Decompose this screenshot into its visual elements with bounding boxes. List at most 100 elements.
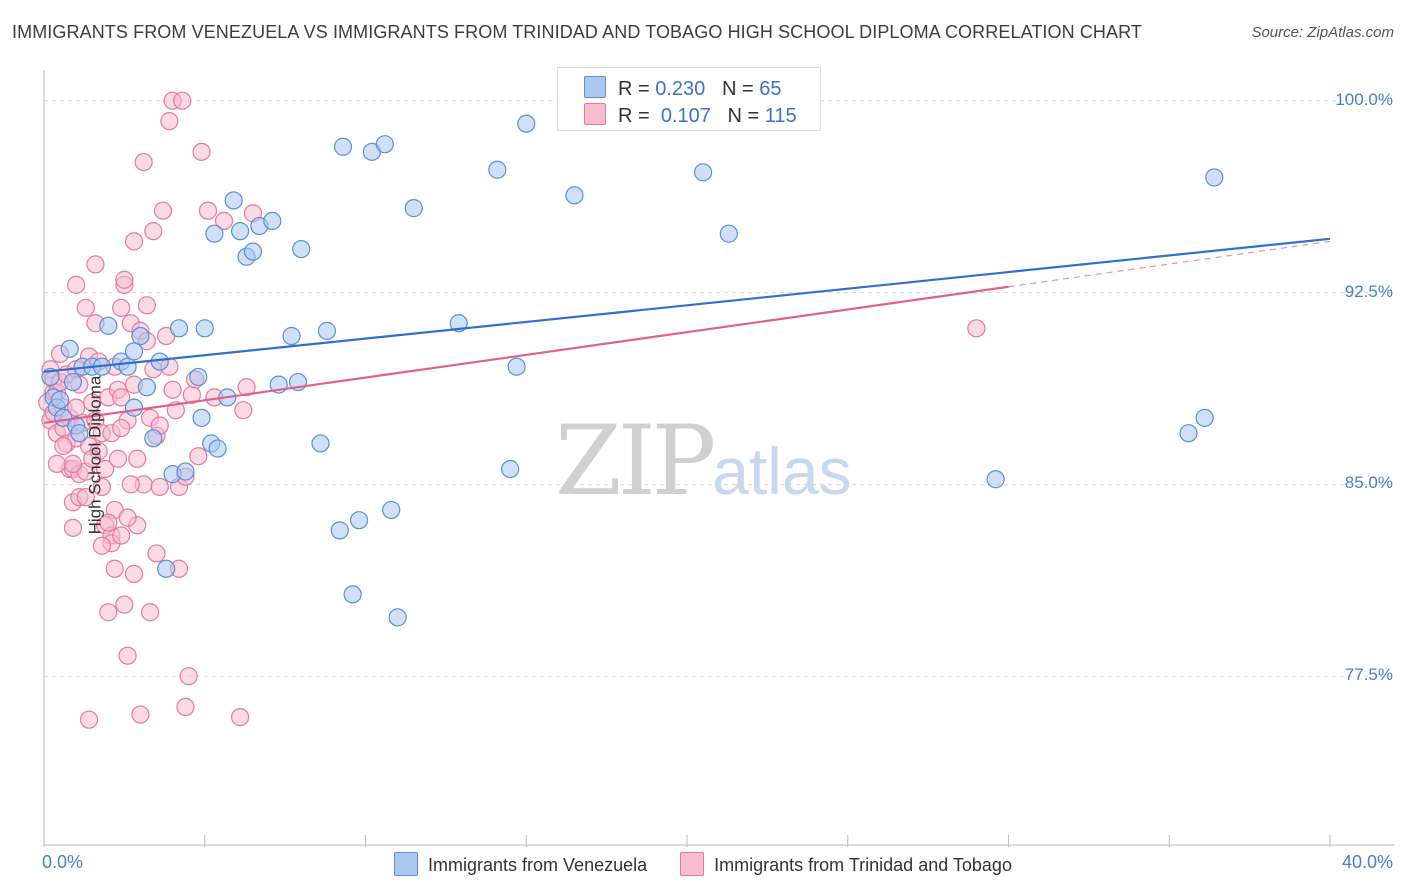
data-point-trinidad <box>92 536 111 555</box>
data-point-venezuela <box>404 199 423 218</box>
data-point-trinidad <box>118 646 137 665</box>
data-point-trinidad <box>160 112 179 131</box>
data-point-trinidad <box>112 418 131 438</box>
data-point-trinidad <box>112 526 131 545</box>
data-point-venezuela <box>124 342 144 361</box>
data-point-trinidad <box>67 275 86 294</box>
data-point-venezuela <box>99 316 118 335</box>
data-point-venezuela <box>70 424 89 443</box>
legend-swatch-blue <box>584 76 606 98</box>
data-point-trinidad <box>124 232 144 251</box>
data-point-trinidad <box>54 436 73 456</box>
data-point-trinidad <box>153 201 173 220</box>
data-point-venezuela <box>63 372 83 392</box>
data-point-venezuela <box>986 470 1005 489</box>
watermark-atlas: atlas <box>712 434 852 508</box>
data-point-venezuela <box>60 339 79 358</box>
data-point-venezuela <box>311 434 330 453</box>
data-point-trinidad <box>95 459 115 479</box>
data-point-trinidad <box>189 447 208 466</box>
legend-row-venezuela: R = 0.230 N = 65 <box>584 76 781 101</box>
data-point-trinidad <box>147 544 166 563</box>
data-point-venezuela <box>330 521 349 540</box>
data-point-trinidad <box>79 710 99 729</box>
data-point-venezuela <box>382 500 401 520</box>
data-point-trinidad <box>176 697 195 716</box>
data-point-venezuela <box>169 319 189 338</box>
data-point-venezuela <box>1179 424 1198 443</box>
data-point-venezuela <box>317 321 337 340</box>
data-point-trinidad <box>99 603 118 622</box>
data-point-venezuela <box>157 559 176 578</box>
legend-r-label: R = <box>618 105 650 127</box>
data-point-venezuela <box>507 357 526 376</box>
data-point-venezuela <box>343 585 362 604</box>
data-point-venezuela <box>565 186 584 205</box>
data-point-trinidad <box>137 296 156 315</box>
legend-n-value-venezuela: 65 <box>759 78 782 100</box>
data-point-venezuela <box>224 191 243 210</box>
data-point-venezuela <box>189 367 208 387</box>
data-point-venezuela <box>517 114 536 133</box>
legend-row-trinidad: R = 0.107 N = 115 <box>584 103 797 128</box>
data-point-trinidad <box>112 388 131 407</box>
data-point-trinidad <box>134 152 153 172</box>
legend-item-venezuela: Immigrants from Venezuela <box>394 852 647 876</box>
data-point-venezuela <box>263 211 282 231</box>
data-point-trinidad <box>144 222 163 241</box>
y-tick-label: 100.0% <box>1335 89 1393 109</box>
legend-r-label: R = <box>618 78 650 100</box>
legend-n-label: N = <box>721 78 754 100</box>
x-tick-label-min: 0.0% <box>42 852 84 872</box>
chart-title: IMMIGRANTS FROM VENEZUELA VS IMMIGRANTS … <box>12 22 1143 42</box>
legend-item-trinidad: Immigrants from Trinidad and Tobago <box>680 852 1012 876</box>
legend-n-value-trinidad: 115 <box>764 105 797 127</box>
trend-line-extension-trinidad <box>1008 240 1331 288</box>
y-axis-label: High School Diploma <box>85 375 105 535</box>
data-point-venezuela <box>488 160 507 179</box>
data-point-trinidad <box>76 298 95 317</box>
data-point-trinidad <box>115 270 134 289</box>
x-tick-label-max: 40.0% <box>1341 852 1393 872</box>
data-point-venezuela <box>144 429 163 448</box>
data-point-trinidad <box>67 398 86 417</box>
legend-swatch-pink <box>584 103 606 125</box>
data-point-venezuela <box>195 319 214 338</box>
data-point-venezuela <box>131 326 150 346</box>
data-point-trinidad <box>118 508 137 527</box>
data-point-venezuela <box>124 398 144 417</box>
data-point-venezuela <box>118 357 137 376</box>
data-point-venezuela <box>333 137 353 156</box>
stats-legend: R = 0.230 N = 65 R = 0.107 N = 115 <box>557 67 821 131</box>
chart-source: Source: ZipAtlas.com <box>1251 24 1394 41</box>
legend-swatch-trinidad <box>680 852 705 876</box>
data-point-venezuela <box>137 378 156 397</box>
data-point-trinidad <box>214 211 234 231</box>
y-tick-label: 77.5% <box>1344 665 1393 685</box>
data-point-venezuela <box>176 462 195 481</box>
data-point-trinidad <box>63 518 83 537</box>
data-point-trinidad <box>179 667 198 686</box>
data-point-trinidad <box>173 91 192 110</box>
data-point-venezuela <box>375 135 394 154</box>
data-point-venezuela <box>719 224 738 243</box>
trend-line-venezuela <box>43 237 1331 373</box>
data-point-trinidad <box>99 513 118 532</box>
data-point-trinidad <box>234 401 253 420</box>
data-point-trinidad <box>163 380 182 399</box>
legend-r-value-trinidad: 0.107 <box>660 105 711 127</box>
data-point-trinidad <box>131 705 150 724</box>
data-point-trinidad <box>140 603 160 622</box>
data-point-trinidad <box>150 477 169 497</box>
data-point-trinidad <box>112 298 131 317</box>
y-tick-label: 92.5% <box>1344 281 1393 301</box>
legend-swatch-venezuela <box>394 852 419 876</box>
data-point-venezuela <box>349 511 369 530</box>
data-point-trinidad <box>86 255 105 274</box>
data-point-trinidad <box>76 488 95 507</box>
data-point-trinidad <box>237 378 256 397</box>
watermark-zip: ZIP <box>555 405 716 517</box>
legend-n-label: N = <box>727 105 760 127</box>
data-point-trinidad <box>124 564 144 583</box>
